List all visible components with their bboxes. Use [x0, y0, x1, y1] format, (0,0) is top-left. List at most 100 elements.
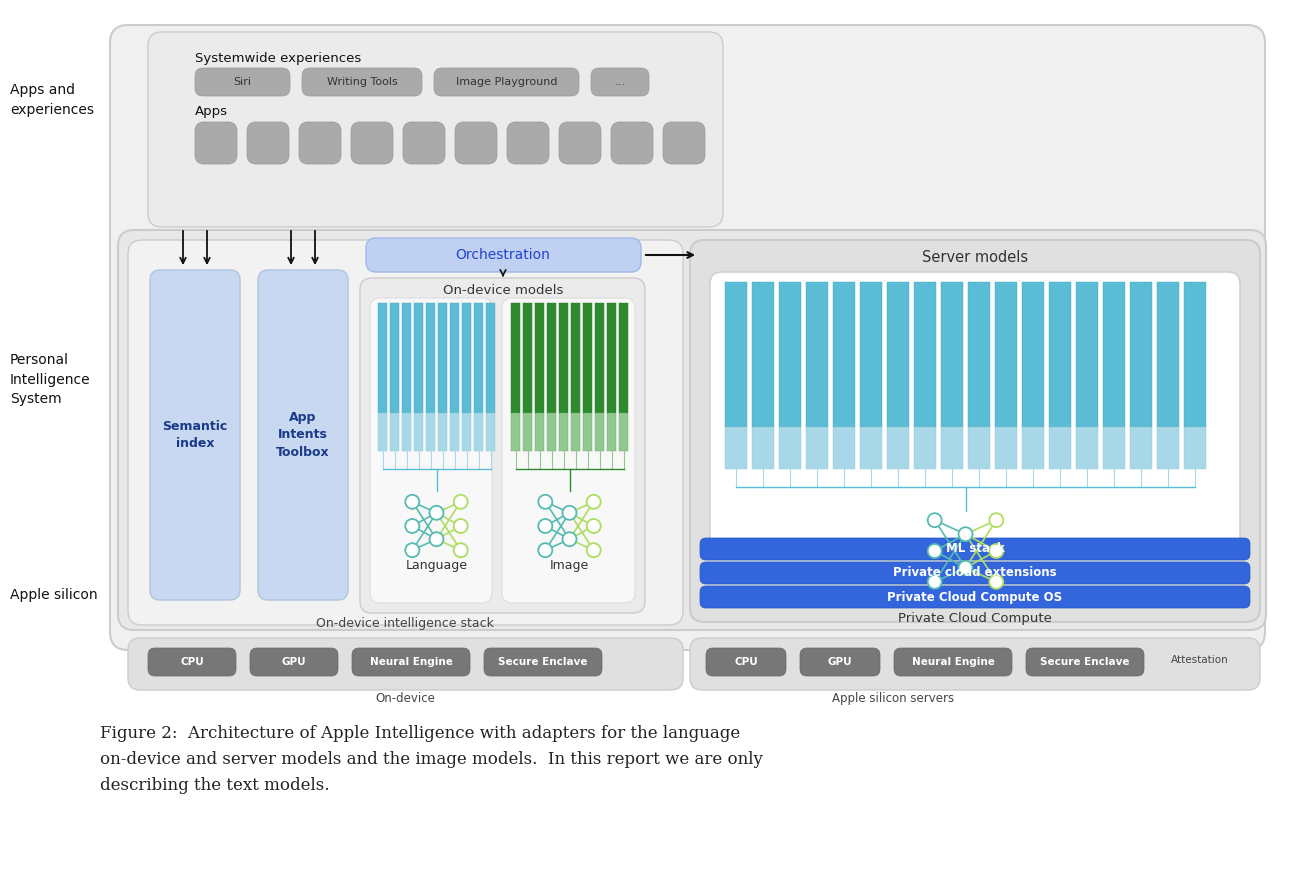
Text: Neural Engine: Neural Engine	[912, 657, 995, 667]
Bar	[608, 303, 617, 413]
Bar	[806, 427, 828, 469]
Bar	[608, 413, 617, 451]
Circle shape	[405, 543, 419, 557]
FancyBboxPatch shape	[110, 25, 1265, 650]
Bar	[940, 282, 964, 427]
Circle shape	[538, 495, 552, 509]
Bar	[583, 413, 592, 451]
Circle shape	[958, 527, 973, 541]
Bar	[860, 282, 882, 427]
FancyBboxPatch shape	[559, 122, 601, 164]
Bar	[426, 303, 435, 413]
Bar	[450, 413, 459, 451]
Circle shape	[928, 513, 942, 527]
Bar	[571, 413, 580, 451]
FancyBboxPatch shape	[299, 122, 341, 164]
Bar	[888, 282, 909, 427]
FancyBboxPatch shape	[502, 298, 635, 603]
Circle shape	[430, 506, 444, 520]
FancyBboxPatch shape	[352, 648, 470, 676]
Bar	[547, 303, 556, 413]
Circle shape	[562, 532, 577, 546]
Bar	[779, 427, 801, 469]
Bar	[522, 413, 531, 451]
Bar	[915, 282, 937, 427]
Text: Private Cloud Compute: Private Cloud Compute	[898, 612, 1051, 625]
FancyBboxPatch shape	[246, 122, 289, 164]
Bar	[1022, 427, 1044, 469]
Bar	[559, 413, 568, 451]
Text: Private Cloud Compute OS: Private Cloud Compute OS	[888, 590, 1063, 604]
Bar	[1022, 282, 1044, 427]
Text: Private cloud extensions: Private cloud extensions	[893, 567, 1057, 580]
Bar	[439, 413, 448, 451]
Bar	[1103, 427, 1125, 469]
FancyBboxPatch shape	[894, 648, 1011, 676]
Bar	[571, 303, 580, 413]
Circle shape	[454, 543, 468, 557]
Bar	[390, 303, 399, 413]
FancyBboxPatch shape	[700, 538, 1250, 560]
Bar	[619, 303, 628, 413]
Circle shape	[989, 575, 1004, 589]
FancyBboxPatch shape	[258, 270, 348, 600]
Circle shape	[989, 513, 1004, 527]
Circle shape	[587, 543, 601, 557]
FancyBboxPatch shape	[302, 68, 422, 96]
Bar	[1049, 282, 1071, 427]
Circle shape	[562, 506, 577, 520]
Text: Attestation: Attestation	[1171, 655, 1229, 665]
FancyBboxPatch shape	[250, 648, 338, 676]
Text: Apps and
experiences: Apps and experiences	[10, 84, 94, 117]
FancyBboxPatch shape	[484, 648, 602, 676]
Bar	[940, 427, 964, 469]
Bar	[390, 413, 399, 451]
FancyBboxPatch shape	[370, 298, 491, 603]
Bar	[486, 303, 495, 413]
Bar	[462, 303, 471, 413]
FancyBboxPatch shape	[591, 68, 649, 96]
Bar	[522, 303, 531, 413]
Bar	[511, 303, 520, 413]
Text: Orchestration: Orchestration	[455, 248, 551, 262]
Text: Figure 2:  Architecture of Apple Intelligence with adapters for the language
on-: Figure 2: Architecture of Apple Intellig…	[101, 725, 762, 794]
FancyBboxPatch shape	[710, 272, 1240, 552]
Text: CPU: CPU	[734, 657, 759, 667]
Bar	[450, 303, 459, 413]
FancyBboxPatch shape	[402, 122, 445, 164]
FancyBboxPatch shape	[148, 32, 722, 227]
Text: Systemwide experiences: Systemwide experiences	[195, 52, 361, 65]
Bar	[833, 282, 855, 427]
Text: Image: Image	[550, 559, 590, 572]
FancyBboxPatch shape	[433, 68, 579, 96]
Bar	[995, 427, 1017, 469]
Bar	[595, 303, 604, 413]
Circle shape	[430, 532, 444, 546]
Bar	[462, 413, 471, 451]
FancyBboxPatch shape	[1026, 648, 1144, 676]
Bar	[511, 413, 520, 451]
Bar	[535, 413, 544, 451]
Text: Apps: Apps	[195, 105, 228, 118]
Circle shape	[538, 543, 552, 557]
Circle shape	[989, 544, 1004, 558]
FancyBboxPatch shape	[706, 648, 786, 676]
Bar	[402, 413, 412, 451]
FancyBboxPatch shape	[690, 638, 1260, 690]
Bar	[725, 427, 747, 469]
Text: On-device: On-device	[375, 692, 435, 705]
FancyBboxPatch shape	[366, 238, 641, 272]
Bar	[414, 413, 423, 451]
Bar	[860, 427, 882, 469]
Bar	[752, 427, 774, 469]
Bar	[619, 413, 628, 451]
Circle shape	[405, 519, 419, 533]
Bar	[995, 282, 1017, 427]
Text: CPU: CPU	[181, 657, 204, 667]
FancyBboxPatch shape	[195, 68, 290, 96]
Text: Secure Enclave: Secure Enclave	[1040, 657, 1130, 667]
Bar	[1076, 282, 1098, 427]
Bar	[378, 413, 387, 451]
Circle shape	[454, 519, 468, 533]
FancyBboxPatch shape	[700, 586, 1250, 608]
